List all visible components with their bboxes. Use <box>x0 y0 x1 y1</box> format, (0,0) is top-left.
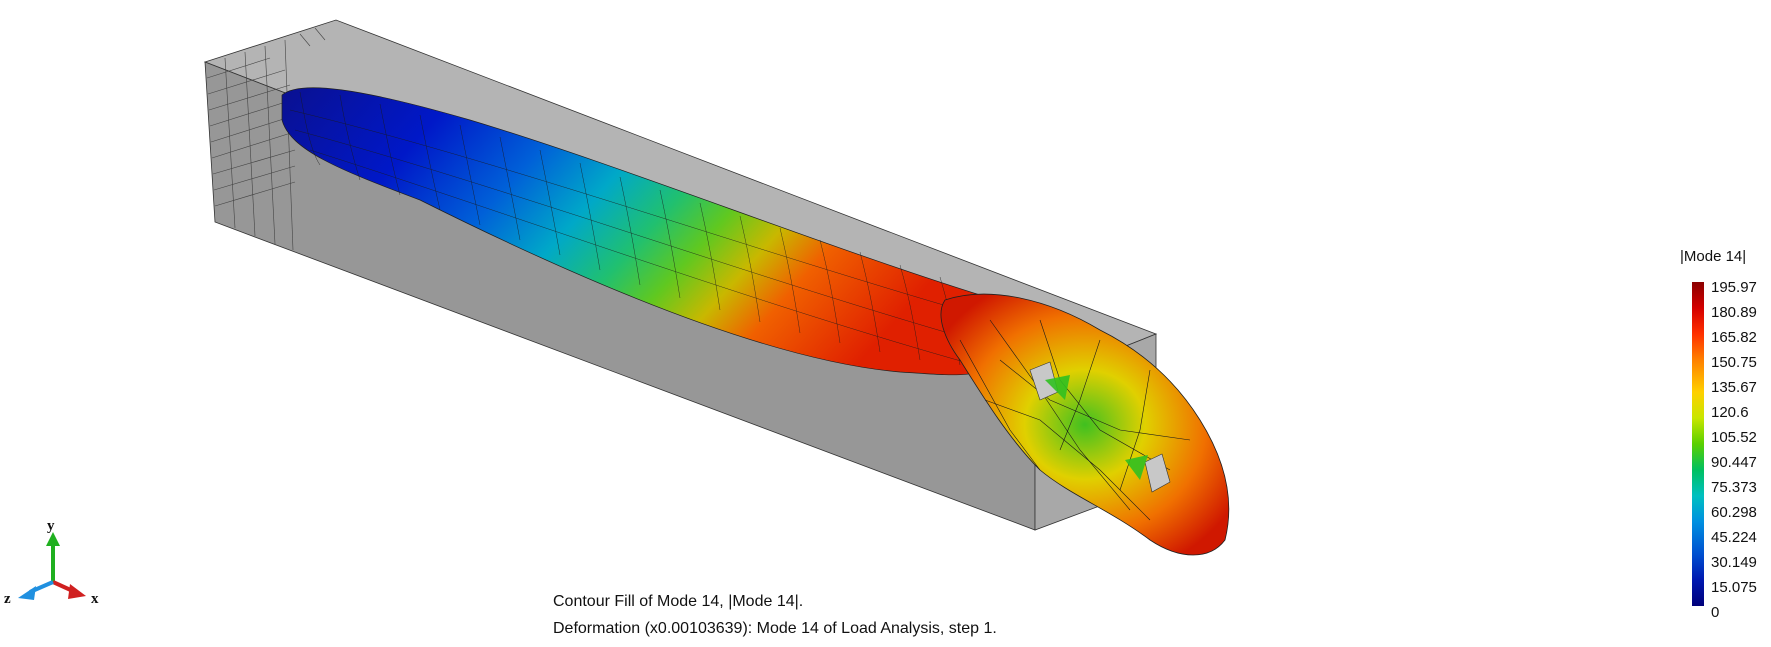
y-axis-label: y <box>47 518 55 534</box>
legend-tick: 0 <box>1711 604 1720 621</box>
legend-tick: 165.82 <box>1711 329 1757 346</box>
deformed-mode-shape <box>281 87 1230 556</box>
z-axis-label: z <box>4 591 11 607</box>
contour-legend: |Mode 14| 195.97 180.89 165.82 150.75 13… <box>1680 248 1771 628</box>
legend-tick: 195.97 <box>1711 279 1757 296</box>
contour-caption: Contour Fill of Mode 14, |Mode 14|. Defo… <box>553 588 997 642</box>
mode-hot-green-1 <box>1045 375 1070 400</box>
axis-triad: y x z <box>4 518 99 607</box>
caption-line-1: Contour Fill of Mode 14, |Mode 14|. <box>553 593 804 610</box>
legend-tick: 60.298 <box>1711 504 1757 521</box>
legend-title: |Mode 14| <box>1680 248 1747 265</box>
legend-tick: 45.224 <box>1711 529 1757 546</box>
caption-line-2: Deformation (x0.00103639): Mode 14 of Lo… <box>553 620 997 637</box>
mode-hot-green-2 <box>1125 455 1148 480</box>
legend-tick: 120.6 <box>1711 404 1749 421</box>
legend-tick: 30.149 <box>1711 554 1757 571</box>
legend-tick: 90.447 <box>1711 454 1757 471</box>
legend-tick: 135.67 <box>1711 379 1757 396</box>
legend-tick: 75.373 <box>1711 479 1757 496</box>
legend-tick: 105.52 <box>1711 429 1757 446</box>
legend-tick: 180.89 <box>1711 304 1757 321</box>
legend-color-bar <box>1692 282 1704 606</box>
legend-tick: 150.75 <box>1711 354 1757 371</box>
x-axis-label: x <box>91 591 99 607</box>
mode-head <box>940 293 1230 556</box>
beam-mesh <box>206 27 326 251</box>
mode-hole-2 <box>1144 453 1171 493</box>
z-axis-arrow-head <box>18 586 36 600</box>
x-axis-arrow-head <box>68 584 86 599</box>
legend-tick: 15.075 <box>1711 579 1757 596</box>
y-axis-arrow-head <box>46 532 60 546</box>
